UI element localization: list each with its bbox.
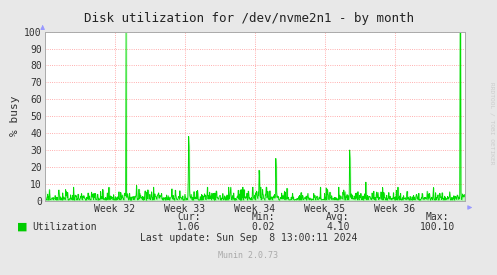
Text: 4.10: 4.10 [326, 222, 350, 232]
Text: Avg:: Avg: [326, 212, 350, 222]
Text: Last update: Sun Sep  8 13:00:11 2024: Last update: Sun Sep 8 13:00:11 2024 [140, 233, 357, 243]
Text: Min:: Min: [251, 212, 275, 222]
Text: RRDTOOL / TOBI OETIKER: RRDTOOL / TOBI OETIKER [490, 82, 495, 165]
Text: Max:: Max: [425, 212, 449, 222]
Text: Utilization: Utilization [32, 222, 97, 232]
Text: 100.10: 100.10 [420, 222, 455, 232]
Text: Cur:: Cur: [177, 212, 201, 222]
Text: 1.06: 1.06 [177, 222, 201, 232]
Text: 0.02: 0.02 [251, 222, 275, 232]
Y-axis label: % busy: % busy [10, 96, 20, 136]
Text: Munin 2.0.73: Munin 2.0.73 [219, 251, 278, 260]
Text: ■: ■ [17, 222, 28, 232]
Text: Disk utilization for /dev/nvme2n1 - by month: Disk utilization for /dev/nvme2n1 - by m… [83, 12, 414, 25]
